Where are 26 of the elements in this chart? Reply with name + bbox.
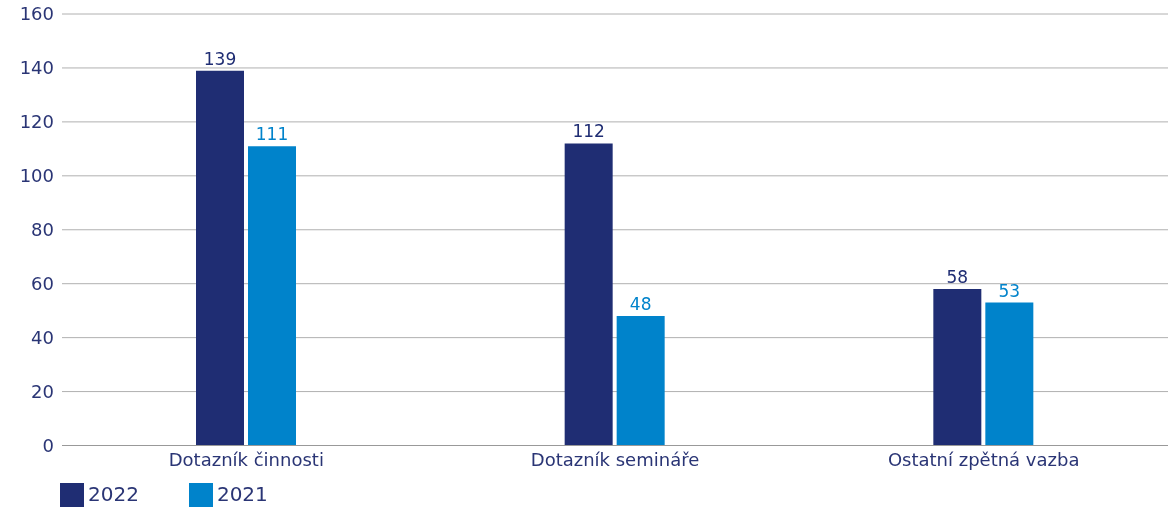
y-tick-label: 60 xyxy=(31,273,54,295)
y-tick-label: 140 xyxy=(19,57,54,79)
legend-label: 2021 xyxy=(216,481,268,506)
y-tick-label: 0 xyxy=(42,434,54,456)
bar xyxy=(564,143,613,446)
y-tick-label: 80 xyxy=(31,219,54,241)
bar xyxy=(933,289,982,446)
data-label: 112 xyxy=(572,121,605,142)
y-tick-label: 20 xyxy=(31,380,54,402)
bar xyxy=(985,302,1034,446)
data-label: 53 xyxy=(998,280,1021,301)
data-label: 111 xyxy=(255,124,289,145)
x-tick-label: Dotazník semináře xyxy=(530,449,700,471)
data-label: 48 xyxy=(629,294,652,315)
bar xyxy=(616,316,665,446)
bar xyxy=(248,146,296,446)
x-tick-label: Dotazník činnosti xyxy=(168,449,324,471)
x-tick-label: Ostatní zpětná vazba xyxy=(887,449,1080,471)
legend-label: 2022 xyxy=(88,481,139,506)
y-tick-label: 40 xyxy=(31,327,54,349)
y-tick-label: 160 xyxy=(19,3,54,25)
y-tick-label: 120 xyxy=(19,111,54,133)
y-tick-label: 100 xyxy=(19,165,54,187)
bar xyxy=(196,70,244,446)
data-label: 139 xyxy=(203,48,237,69)
data-label: 58 xyxy=(946,267,969,288)
